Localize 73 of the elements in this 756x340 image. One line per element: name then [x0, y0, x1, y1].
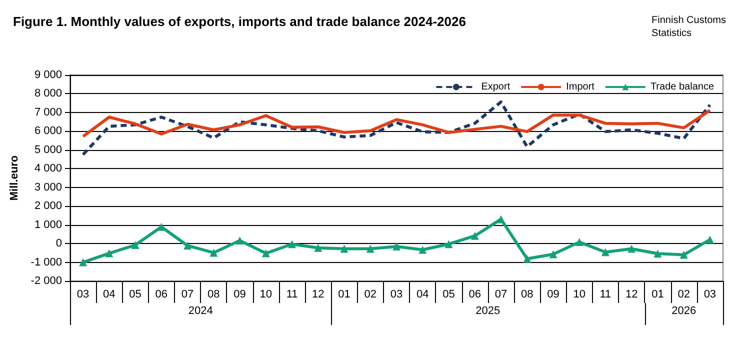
point — [549, 250, 558, 258]
point — [366, 244, 374, 253]
y-tick-label: 7 000 — [34, 106, 62, 118]
x-tick-label: 10 — [260, 288, 272, 300]
x-tick-label: 03 — [76, 288, 90, 300]
point — [496, 215, 505, 224]
point — [418, 246, 427, 254]
line-series — [82, 100, 712, 156]
y-tick-label: 6 000 — [34, 125, 62, 138]
point — [184, 242, 192, 250]
y-tick-label: 0 — [56, 238, 62, 250]
point — [157, 222, 166, 231]
y-tick-label: -1 000 — [30, 256, 62, 268]
y-tick-label: 1 000 — [34, 218, 62, 231]
point — [628, 244, 636, 253]
point — [470, 232, 479, 240]
x-tick-label: 03 — [390, 288, 403, 300]
point — [314, 244, 322, 252]
x-tick-label: 08 — [520, 288, 534, 300]
point — [236, 236, 244, 245]
x-tick-label: 07 — [181, 288, 194, 300]
x-tick-label: 01 — [652, 288, 664, 300]
point — [392, 242, 400, 251]
point — [79, 258, 88, 266]
x-tick-label: 09 — [547, 288, 560, 300]
point — [680, 250, 688, 259]
chart-title: Figure 1. Monthly values of exports, imports and trade balance 2024-2026 — [13, 14, 466, 29]
point — [262, 249, 270, 258]
x-tick-label: 09 — [234, 288, 246, 300]
x-tick-label: 12 — [312, 288, 324, 300]
y-tick-label: 2 000 — [34, 200, 62, 212]
line-series — [82, 108, 712, 138]
x-tick-label: 11 — [600, 288, 612, 300]
point — [706, 236, 714, 244]
x-tick-label: 11 — [286, 288, 298, 300]
text: Finnish Customs Statistics — [652, 15, 726, 39]
x-tick-label: 10 — [573, 288, 586, 300]
x-tick-label: 03 — [704, 288, 716, 300]
x-tick-label: 07 — [494, 288, 508, 300]
x-tick-label: 02 — [364, 288, 377, 300]
y-tick-label: 3 000 — [34, 181, 62, 194]
text: 2024 — [188, 305, 213, 317]
point — [131, 241, 140, 250]
legend-label: Trade balance — [650, 82, 714, 92]
x-tick-label: 05 — [442, 288, 455, 300]
y-tick-label: 4 000 — [34, 162, 62, 175]
x-tick-label: 05 — [129, 288, 142, 300]
x-tick-label: 12 — [625, 288, 638, 300]
point — [444, 240, 453, 248]
x-tick-label: 06 — [468, 288, 481, 300]
y-tick-label: 8 000 — [34, 88, 62, 100]
x-tick-label: 06 — [155, 288, 168, 300]
y-tick-label: 5 000 — [34, 144, 62, 156]
legend-label: Import — [566, 82, 595, 92]
point — [523, 254, 532, 263]
point — [105, 249, 114, 258]
y-tick-label: -2 000 — [30, 275, 62, 287]
x-tick-label: 04 — [103, 288, 116, 300]
x-tick-label: 04 — [416, 288, 429, 300]
text: 2026 — [672, 305, 696, 317]
y-tick-label: 9 000 — [34, 69, 62, 81]
x-tick-label: 02 — [678, 288, 690, 300]
point — [210, 248, 218, 257]
point — [654, 250, 662, 258]
legend-label: Export — [481, 82, 510, 92]
y-axis-title: Mill.euro — [8, 155, 20, 201]
x-tick-label: 08 — [208, 288, 220, 300]
text: 2025 — [476, 305, 500, 317]
x-tick-label: 01 — [338, 288, 350, 300]
point — [340, 244, 348, 253]
point — [288, 240, 296, 248]
point — [575, 238, 584, 246]
point — [601, 248, 610, 256]
